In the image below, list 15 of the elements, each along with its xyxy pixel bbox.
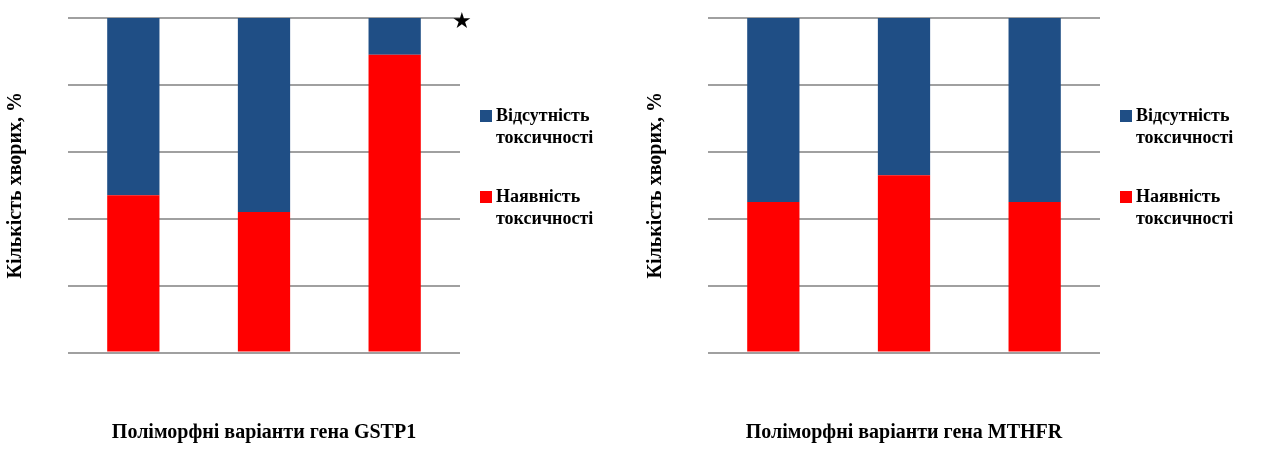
- y-axis-title: Кількість хворих, %: [3, 92, 27, 279]
- bar: [368, 54, 421, 352]
- legend-label: Відсутність токсичності: [496, 105, 595, 149]
- x-axis-title: Поліморфні варіанти гена MTHFR: [745, 420, 1063, 444]
- bar: [237, 18, 291, 213]
- x-axis-title: Поліморфні варіанти гена GSTP1: [111, 420, 417, 444]
- legend-label: Наявність токсичності: [496, 186, 595, 230]
- annotation: ★: [452, 7, 472, 33]
- bar: [107, 195, 160, 352]
- legend-label: Відсутність токсичності: [1136, 105, 1235, 149]
- bar: [107, 18, 160, 196]
- bar: [237, 212, 291, 352]
- legend-label: Наявність токсичності: [1136, 186, 1235, 230]
- bar: [368, 18, 421, 55]
- y-axis-title: Кількість хворих, %: [643, 92, 667, 279]
